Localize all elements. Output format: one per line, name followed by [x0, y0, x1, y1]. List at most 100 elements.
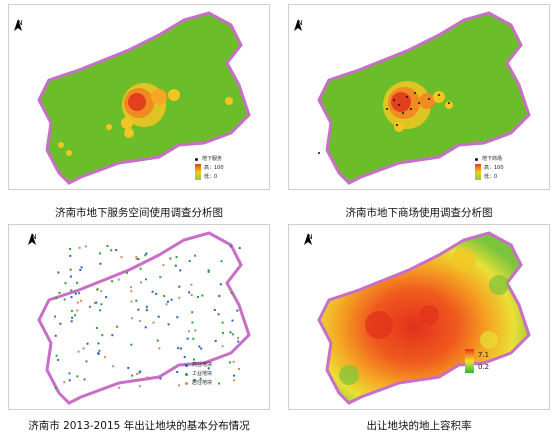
- legend-max: 7.1: [478, 351, 490, 359]
- north-arrow-icon: [304, 233, 312, 245]
- parcel-point: [54, 315, 56, 318]
- parcel-point: [187, 330, 190, 333]
- north-arrow: N: [27, 233, 41, 255]
- map-panel-underground-mall: N 地下商场 高：100 低：0: [288, 4, 550, 190]
- parcel-point: [176, 371, 179, 374]
- parcel-point: [188, 291, 191, 294]
- parcel-point: [136, 373, 139, 375]
- parcel-point: [152, 321, 155, 324]
- parcel-point: [78, 246, 81, 249]
- parcel-point: [112, 365, 115, 368]
- parcel-point: [55, 354, 58, 357]
- parcel-point: [70, 296, 73, 299]
- parcel-point: [138, 385, 141, 388]
- parcel-point: [77, 350, 80, 353]
- residential-marker-icon: [185, 382, 188, 385]
- parcel-point: [76, 309, 79, 312]
- parcel-point: [100, 290, 103, 293]
- parcel-point: [191, 311, 194, 314]
- parcel-point: [159, 377, 162, 380]
- caption-underground-service: 济南市地下服务空间使用调查分析图: [55, 207, 223, 219]
- parcel-point: [116, 325, 119, 328]
- parcel-point: [106, 245, 109, 247]
- parcel-point: [214, 339, 217, 342]
- parcel-point: [158, 347, 161, 350]
- parcel-point: [178, 285, 181, 288]
- parcel-point: [146, 376, 149, 379]
- parcel-point: [197, 296, 199, 298]
- legend-title: 地下商场: [482, 156, 503, 162]
- parcel-point: [99, 262, 102, 265]
- parcel-point: [193, 379, 196, 382]
- map-panel-underground-service: N 地下服务 高：100 低：0: [8, 4, 270, 190]
- parcel-point: [165, 303, 168, 306]
- legend-high: 高：100: [484, 165, 504, 171]
- parcel-point: [145, 278, 147, 281]
- north-label: N: [17, 19, 23, 27]
- legend-commercial: 商业地块: [192, 362, 213, 368]
- parcel-point: [167, 323, 170, 326]
- legend-industrial: 工业地块: [192, 371, 213, 377]
- legend: 地下服务 高：100 低：0: [195, 155, 224, 180]
- parcel-point: [93, 302, 96, 305]
- parcel-point: [183, 356, 186, 358]
- legend-low: 低：0: [204, 174, 218, 180]
- parcel-point: [159, 276, 162, 279]
- parcel-point: [69, 275, 72, 278]
- mall-points: [318, 92, 450, 154]
- parcel-point: [118, 386, 121, 389]
- parcel-point: [186, 337, 189, 340]
- parcel-point: [99, 309, 102, 312]
- parcel-point: [139, 319, 142, 322]
- legend-min: 0.2: [478, 363, 490, 371]
- parcel-point: [192, 358, 195, 361]
- legend-residential: 居住地块: [192, 380, 213, 386]
- map-underground-mall: [317, 11, 531, 185]
- parcel-point: [236, 309, 239, 312]
- far-variation: [339, 248, 509, 385]
- parcel-point: [145, 309, 148, 312]
- parcel-point: [145, 305, 148, 308]
- parcel-point: [219, 283, 222, 286]
- parcel-point: [71, 316, 74, 319]
- parcel-point: [130, 317, 133, 320]
- map-underground-service: [37, 11, 251, 185]
- parcel-point: [233, 379, 236, 382]
- north-label: N: [297, 19, 303, 27]
- point-marker-icon: [195, 158, 198, 161]
- parcel-point: [175, 256, 178, 259]
- parcel-point: [97, 352, 100, 355]
- north-arrow-icon: [28, 233, 36, 245]
- parcel-point: [229, 361, 231, 364]
- parcel-point: [192, 337, 195, 340]
- parcel-point: [55, 297, 58, 300]
- parcel-point: [140, 263, 143, 266]
- parcel-point: [221, 321, 224, 324]
- parcel-point: [70, 320, 73, 323]
- parcel-point: [111, 334, 114, 337]
- parcel-point: [200, 347, 203, 350]
- parcel-point: [220, 260, 223, 263]
- parcel-point: [68, 379, 71, 382]
- parcel-point: [80, 266, 83, 269]
- parcel-point: [232, 360, 235, 363]
- hotspots: [58, 83, 233, 156]
- legend-title: 地下服务: [202, 156, 223, 162]
- parcel-point: [57, 271, 60, 274]
- parcel-point: [166, 300, 169, 303]
- parcel-point: [64, 282, 67, 285]
- parcel-point: [126, 271, 128, 274]
- parcel-point: [151, 290, 154, 293]
- north-arrow-icon: [14, 19, 22, 31]
- density-ramp: [195, 164, 201, 180]
- parcel-point: [95, 301, 98, 304]
- parcel-point: [54, 334, 57, 337]
- parcel-point: [100, 303, 103, 306]
- parcel-point: [229, 245, 232, 248]
- parcel-point: [137, 258, 140, 261]
- map-land-parcels: [37, 231, 251, 405]
- parcel-point: [130, 343, 133, 346]
- parcel-point: [145, 252, 148, 255]
- parcel-point: [188, 260, 191, 262]
- parcel-point: [83, 378, 86, 381]
